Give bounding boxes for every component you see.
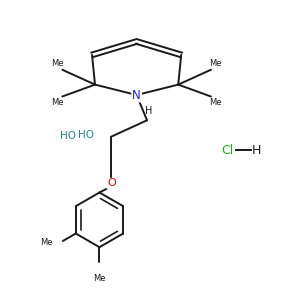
Text: N: N: [132, 88, 141, 101]
Text: Me: Me: [52, 59, 64, 68]
Text: Me: Me: [93, 274, 106, 283]
Text: Me: Me: [52, 98, 64, 107]
Text: Cl: Cl: [221, 143, 233, 157]
Text: Me: Me: [40, 238, 53, 247]
Text: H: H: [252, 143, 261, 157]
Text: HO: HO: [60, 131, 76, 141]
Text: HO: HO: [78, 130, 94, 140]
Text: O: O: [107, 178, 116, 188]
Text: H: H: [145, 106, 152, 116]
Text: Me: Me: [209, 98, 222, 107]
Text: Me: Me: [209, 59, 222, 68]
